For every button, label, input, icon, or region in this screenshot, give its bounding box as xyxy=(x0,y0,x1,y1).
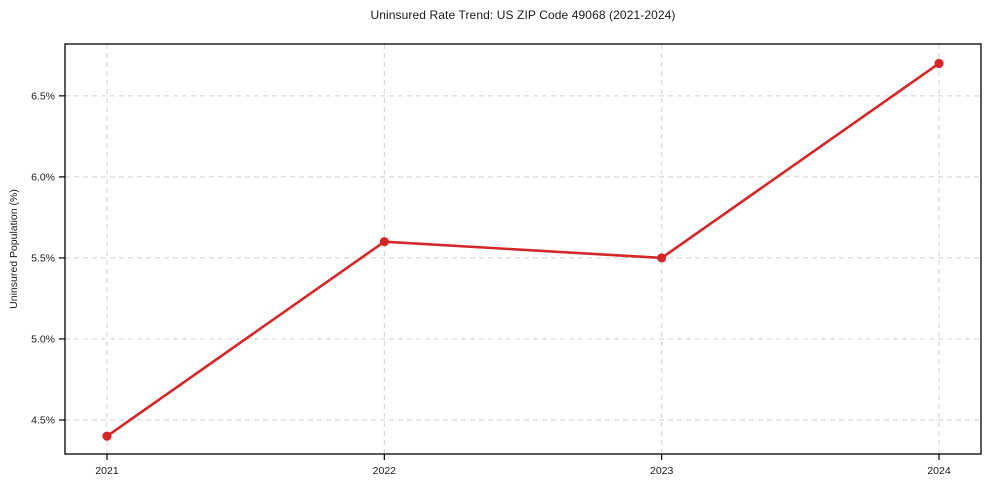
y-tick-label: 5.5% xyxy=(31,252,55,264)
x-tick-label: 2022 xyxy=(373,465,397,477)
data-line xyxy=(105,62,941,438)
y-tick-label: 6.0% xyxy=(31,171,55,183)
data-point xyxy=(102,431,112,441)
data-point xyxy=(934,58,944,69)
y-tick-label: 4.5% xyxy=(31,414,55,426)
data-point xyxy=(657,253,667,263)
chart-title: Uninsured Rate Trend: US ZIP Code 49068 … xyxy=(370,8,676,22)
axis-border xyxy=(64,43,982,455)
x-tick-label: 2021 xyxy=(95,465,119,477)
y-tick-label: 6.5% xyxy=(31,90,55,102)
data-point xyxy=(379,237,389,247)
y-tick-label: 5.0% xyxy=(31,333,55,345)
x-tick-label: 2024 xyxy=(927,465,951,477)
x-tick-label: 2023 xyxy=(650,465,674,477)
